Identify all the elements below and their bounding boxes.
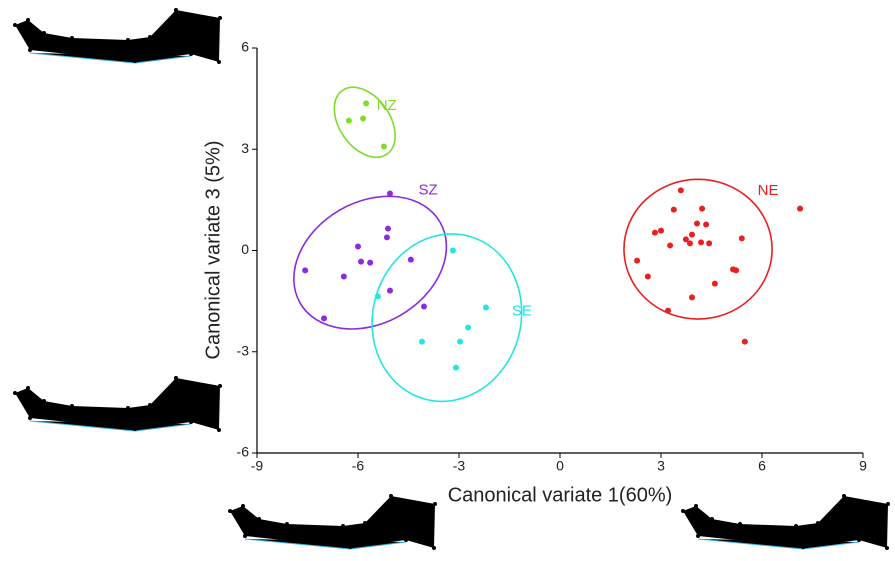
point bbox=[698, 239, 705, 246]
point bbox=[699, 205, 706, 212]
point bbox=[482, 304, 489, 311]
y-tick-label: 6 bbox=[241, 39, 249, 55]
point bbox=[738, 235, 745, 242]
point bbox=[374, 293, 381, 300]
point bbox=[706, 240, 713, 247]
point bbox=[340, 273, 347, 280]
x-axis-label: Canonical variate 1(60%) bbox=[448, 484, 673, 506]
group-label: NZ bbox=[377, 97, 397, 114]
point bbox=[457, 338, 464, 345]
point bbox=[733, 267, 740, 274]
shape-diagram bbox=[12, 375, 223, 433]
point bbox=[363, 100, 370, 107]
point bbox=[302, 267, 309, 274]
y-tick-label: 3 bbox=[241, 140, 249, 156]
point bbox=[384, 225, 391, 232]
point bbox=[665, 307, 672, 314]
shape-diagram bbox=[680, 493, 891, 551]
group-ellipse bbox=[623, 178, 773, 320]
x-tick-label: -9 bbox=[251, 458, 264, 474]
point bbox=[407, 256, 414, 263]
point bbox=[711, 280, 718, 287]
point bbox=[420, 303, 427, 310]
x-tick-label: -6 bbox=[352, 458, 365, 474]
point bbox=[797, 205, 804, 212]
point bbox=[367, 259, 374, 266]
point bbox=[658, 227, 664, 234]
point bbox=[694, 220, 701, 227]
point bbox=[358, 258, 365, 265]
x-tick-label: 0 bbox=[556, 458, 564, 474]
x-tick-label: 6 bbox=[758, 458, 766, 474]
point bbox=[360, 115, 367, 122]
point bbox=[383, 234, 390, 241]
y-axis-label: Canonical variate 3 (5%) bbox=[202, 141, 224, 360]
group-ellipse bbox=[371, 233, 523, 403]
point bbox=[634, 257, 641, 264]
point bbox=[355, 243, 361, 250]
shape-diagram bbox=[227, 493, 438, 551]
point bbox=[741, 338, 748, 345]
group-ellipse bbox=[333, 86, 396, 158]
group-label: SE bbox=[512, 303, 532, 320]
shape-diagram bbox=[12, 7, 223, 65]
point bbox=[452, 364, 459, 371]
x-tick-label: -3 bbox=[453, 458, 466, 474]
point bbox=[703, 221, 710, 228]
x-tick-label: 3 bbox=[657, 458, 665, 474]
group-label: SZ bbox=[419, 182, 438, 199]
point bbox=[677, 187, 684, 194]
point bbox=[345, 117, 352, 124]
point bbox=[386, 190, 393, 197]
point bbox=[686, 240, 693, 247]
y-tick-label: 0 bbox=[241, 241, 249, 257]
group-ellipse bbox=[293, 195, 448, 330]
point bbox=[449, 247, 456, 254]
point bbox=[386, 287, 393, 294]
y-tick-label: -6 bbox=[237, 444, 250, 460]
point bbox=[380, 143, 387, 150]
group-label: NE bbox=[758, 182, 779, 199]
point bbox=[320, 315, 327, 322]
point bbox=[688, 294, 695, 301]
point bbox=[418, 338, 425, 345]
point bbox=[651, 229, 658, 236]
point bbox=[688, 231, 695, 238]
x-tick-label: 9 bbox=[859, 458, 867, 474]
point bbox=[670, 206, 677, 213]
point bbox=[644, 273, 651, 280]
point bbox=[465, 324, 472, 331]
y-tick-label: -3 bbox=[237, 342, 250, 358]
point bbox=[667, 242, 674, 249]
point bbox=[682, 236, 689, 243]
